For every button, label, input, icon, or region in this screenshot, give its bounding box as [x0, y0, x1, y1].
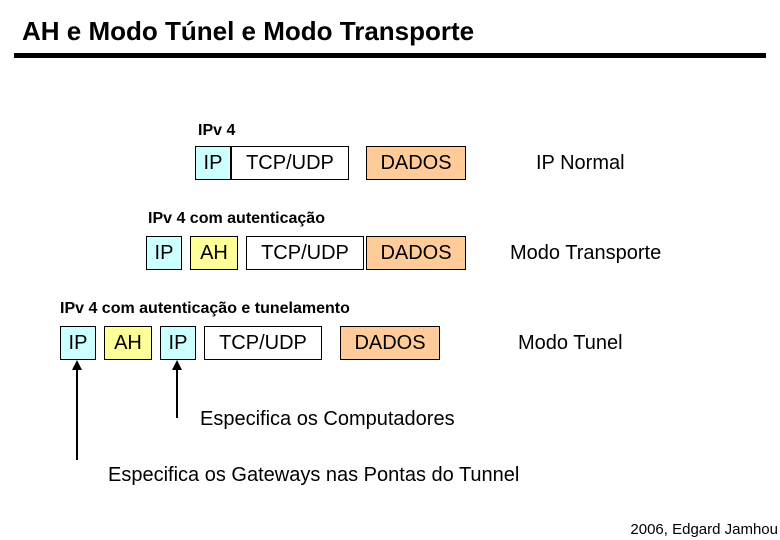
- row2-box-tcp: TCP/UDP: [246, 236, 364, 270]
- row3-label: IPv 4 com autenticação e tunelamento: [60, 300, 350, 318]
- row1-mode-label: IP Normal: [536, 152, 625, 175]
- row3-box-ip-outer: IP: [60, 326, 96, 360]
- row2-mode-label: Modo Transporte: [510, 242, 661, 265]
- arrow2-line: [176, 369, 178, 418]
- row2-box-dados: DADOS: [366, 236, 466, 270]
- diagram-canvas: IPv 4 IP TCP/UDP DADOS IP Normal IPv 4 c…: [0, 58, 780, 528]
- row3-box-tcp: TCP/UDP: [204, 326, 322, 360]
- caption-gateways: Especifica os Gateways nas Pontas do Tun…: [108, 464, 519, 487]
- row1-box-tcp: TCP/UDP: [231, 146, 349, 180]
- row2-box-ah: AH: [190, 236, 238, 270]
- row2-label: IPv 4 com autenticação: [148, 210, 325, 228]
- page-title: AH e Modo Túnel e Modo Transporte: [0, 0, 780, 53]
- row1-box-ip: IP: [195, 146, 231, 180]
- caption-computers: Especifica os Computadores: [200, 408, 455, 431]
- row1-box-dados: DADOS: [366, 146, 466, 180]
- row2-box-ip: IP: [146, 236, 182, 270]
- row3-box-ip-inner: IP: [160, 326, 196, 360]
- row3-mode-label: Modo Tunel: [518, 332, 623, 355]
- arrow1-line: [76, 369, 78, 460]
- footer-credit: 2006, Edgard Jamhou: [630, 521, 778, 538]
- row3-box-ah: AH: [104, 326, 152, 360]
- row3-box-dados: DADOS: [340, 326, 440, 360]
- row1-label: IPv 4: [198, 122, 235, 140]
